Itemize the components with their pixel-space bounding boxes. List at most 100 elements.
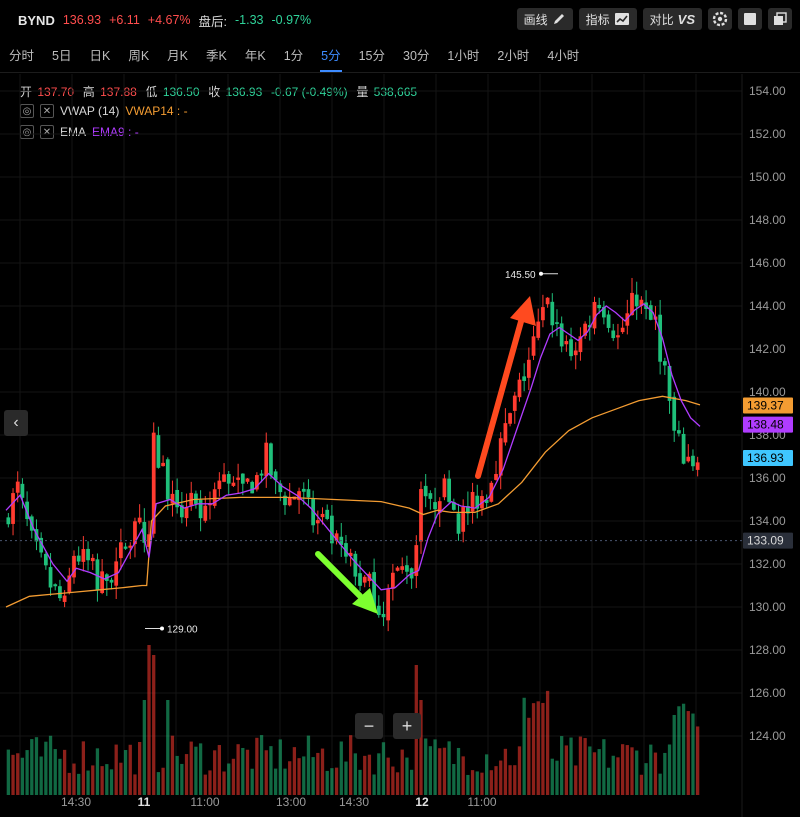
candle-body <box>67 575 72 592</box>
scroll-left-button[interactable]: ‹ <box>4 410 28 436</box>
candle-body <box>466 506 470 514</box>
interval-tab[interactable]: 2小时 <box>497 49 530 63</box>
volume-bar <box>667 744 672 795</box>
volume-bar <box>545 690 550 795</box>
volume-bar <box>48 735 53 795</box>
volume-bar <box>503 748 508 795</box>
interval-tab[interactable]: 分时 <box>9 49 35 63</box>
high-marker-label: 145.50 <box>505 270 536 281</box>
volume-bar <box>166 700 170 795</box>
x-tick-label: 12 <box>415 795 429 809</box>
candle-body <box>76 555 81 562</box>
price-tag-label: 139.37 <box>747 399 784 413</box>
interval-tab[interactable]: 15分 <box>358 49 385 63</box>
volume-bar <box>592 752 597 795</box>
x-tick-label: 11:00 <box>190 795 219 809</box>
volume-bar <box>142 700 146 795</box>
x-tick-label: 14:30 <box>61 795 91 809</box>
candle-body <box>592 301 597 329</box>
candle-body <box>470 491 475 512</box>
y-tick-label: 152.00 <box>749 127 786 141</box>
close-label: 收 <box>208 85 221 99</box>
volume-bar <box>400 749 404 795</box>
interval-tab[interactable]: 周K <box>128 49 150 63</box>
candle-body <box>625 313 630 326</box>
volume-bar <box>602 739 606 795</box>
candle-body <box>559 323 564 347</box>
draw-button[interactable]: 画线 <box>516 8 573 30</box>
y-tick-label: 148.00 <box>749 213 786 227</box>
volume-bar <box>381 742 386 795</box>
zoom-out-button[interactable]: − <box>355 713 383 739</box>
interval-tab[interactable]: 年K <box>244 49 266 63</box>
volume-bar <box>499 760 503 795</box>
compare-button[interactable]: 对比 VS <box>642 8 702 30</box>
volume-bar <box>320 748 325 795</box>
interval-tab[interactable]: 日K <box>89 49 111 63</box>
volume-bar <box>288 761 292 795</box>
volume-bar <box>283 768 287 795</box>
candle-body <box>259 473 264 476</box>
candle-body <box>133 521 137 545</box>
volume-bar <box>330 768 334 795</box>
interval-tab[interactable]: 月K <box>167 49 188 63</box>
settings-button[interactable] <box>708 8 732 30</box>
volume-bar <box>227 763 231 795</box>
volume-bar <box>62 749 67 795</box>
candle-body <box>142 521 147 543</box>
interval-tab[interactable]: 5分 <box>312 45 349 72</box>
interval-tab[interactable]: 30分 <box>403 49 430 63</box>
volume-bar <box>170 735 175 795</box>
candle-body <box>348 552 353 557</box>
volume-bar <box>208 770 212 795</box>
symbol[interactable]: BYND <box>18 12 55 28</box>
candle-body <box>386 589 391 621</box>
interval-tab[interactable]: 1分 <box>283 49 304 63</box>
volume-bar <box>147 645 151 795</box>
y-tick-label: 154.00 <box>749 84 786 98</box>
volume-bar <box>194 746 198 795</box>
volume-bar <box>231 758 236 795</box>
price-tag <box>743 450 793 467</box>
volume-bar <box>424 738 428 795</box>
y-tick-label: 124.00 <box>749 729 786 743</box>
candle-body <box>611 330 616 339</box>
interval-tab[interactable]: 5日 <box>52 49 72 63</box>
layout-button[interactable] <box>768 8 792 30</box>
volume-bar <box>264 750 268 795</box>
price-change-pct: +4.67% <box>147 13 191 27</box>
candle-body <box>578 336 583 353</box>
indicator-button[interactable]: 指标 <box>578 8 637 30</box>
volume-bar <box>597 749 601 795</box>
interval-tab[interactable]: 4小时 <box>547 49 580 63</box>
zoom-in-button[interactable]: + <box>393 713 421 739</box>
interval-tab[interactable]: 季K <box>206 49 227 63</box>
volume-bar <box>44 741 48 795</box>
close-icon[interactable]: ✕ <box>40 104 54 118</box>
draw-label: 画线 <box>523 12 548 27</box>
last-price: 136.93 <box>62 13 102 27</box>
candle-body <box>231 482 236 486</box>
candle-body <box>269 443 273 476</box>
price-tag <box>743 397 793 414</box>
candle-body <box>250 481 255 494</box>
candle-body <box>226 474 231 484</box>
candle-body <box>320 513 325 518</box>
candle-body <box>667 365 672 401</box>
vs-icon: VS <box>677 11 695 27</box>
candle-body <box>198 499 203 519</box>
interval-tab[interactable]: 1小时 <box>447 49 480 63</box>
candle-body <box>390 572 395 589</box>
candle-body <box>334 533 339 541</box>
close-icon[interactable]: ✕ <box>40 125 54 139</box>
volume-bar <box>489 770 493 795</box>
y-tick-label: 146.00 <box>749 256 786 270</box>
candle-body <box>372 572 376 610</box>
candle-body <box>86 548 90 561</box>
candle-body <box>264 442 269 477</box>
volume-bar <box>292 747 297 795</box>
candle-body <box>672 396 677 431</box>
fullscreen-button[interactable] <box>738 8 762 30</box>
low-marker-dot <box>160 626 164 631</box>
